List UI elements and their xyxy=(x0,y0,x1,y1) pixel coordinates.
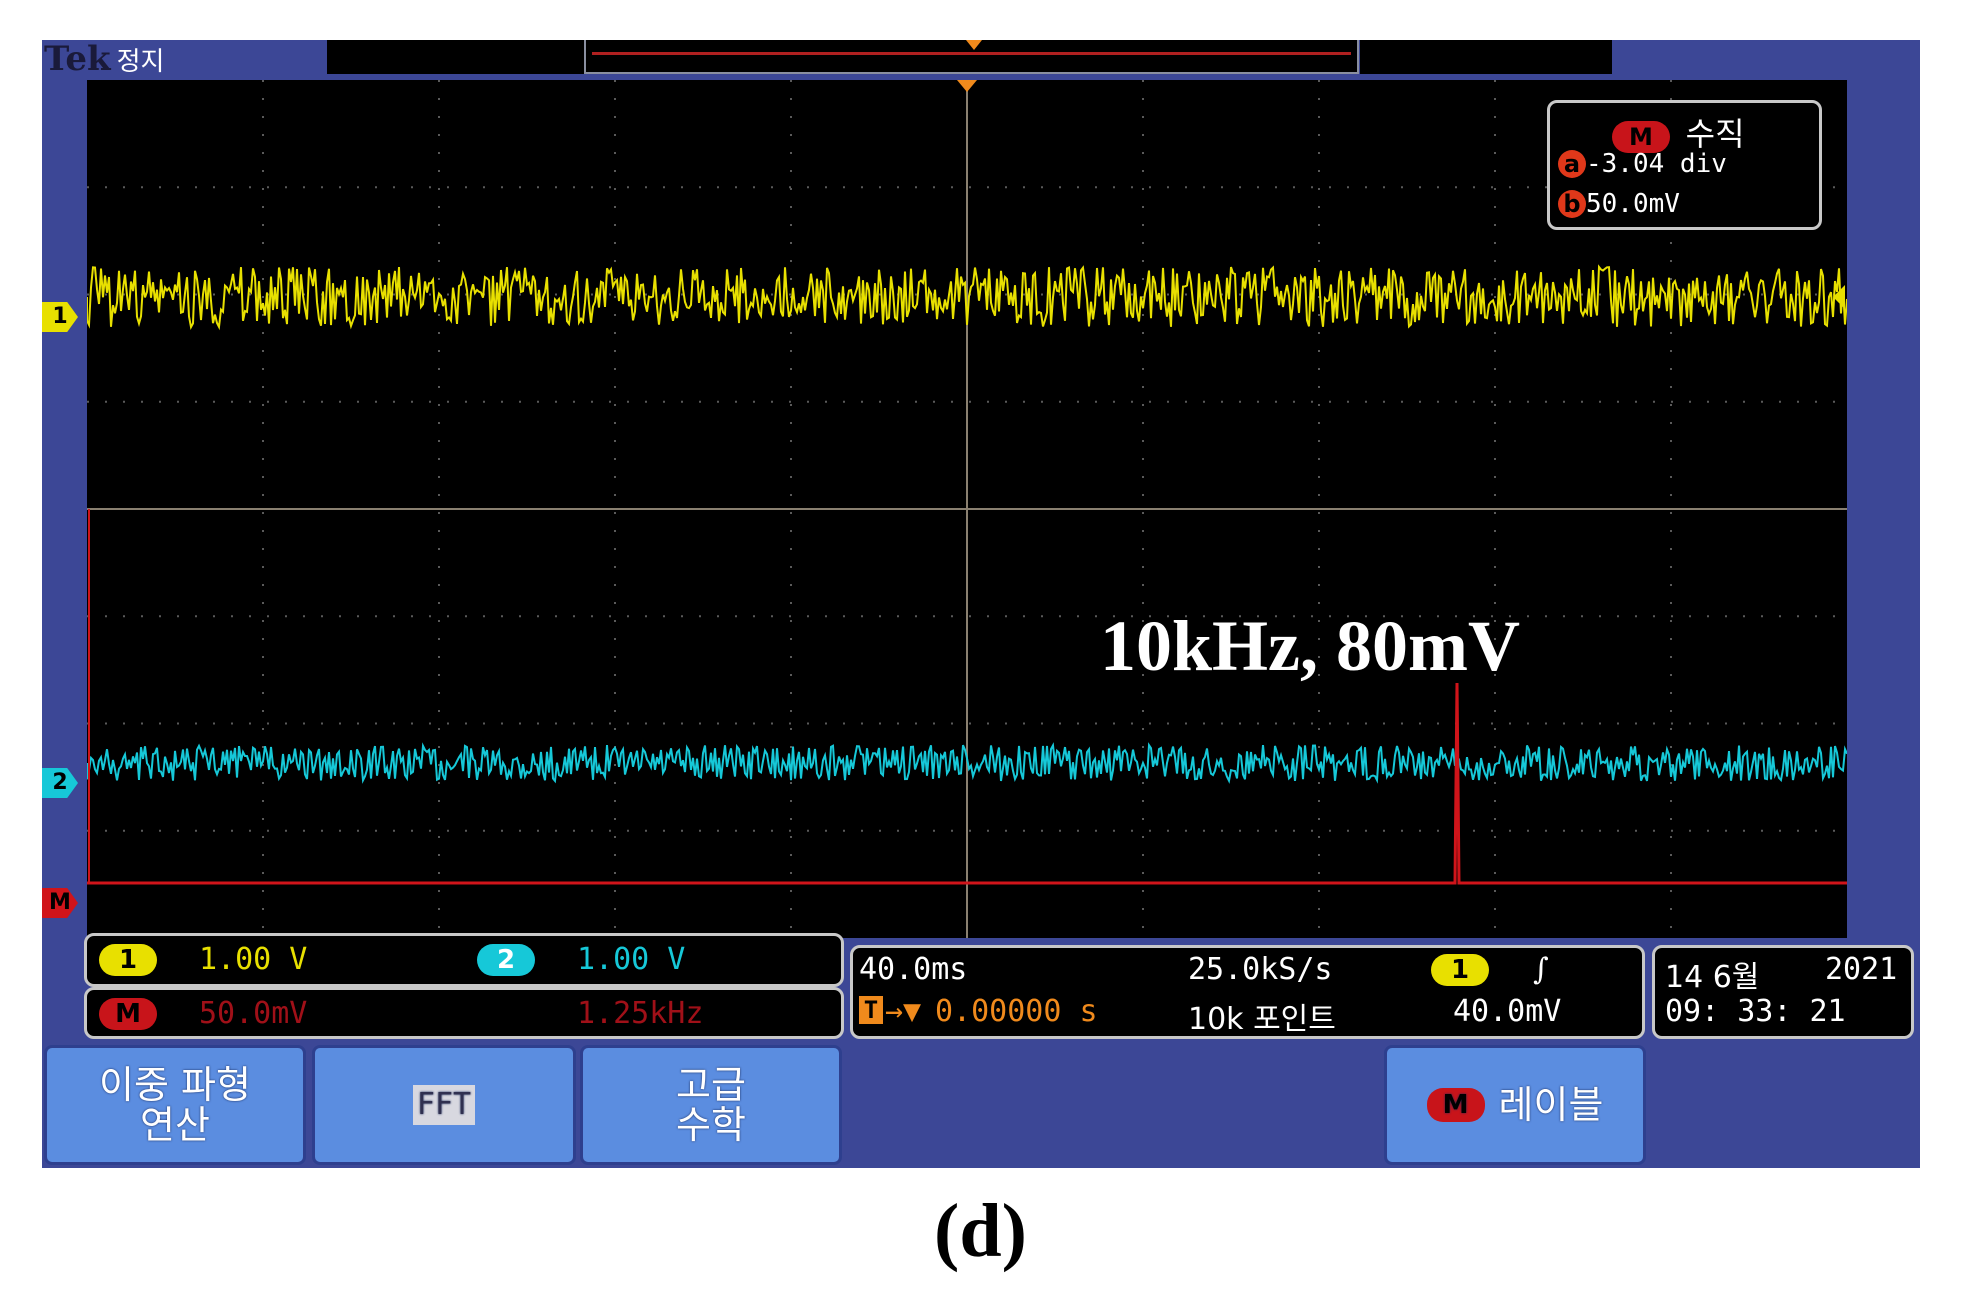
header-bar-left xyxy=(327,40,587,74)
trigger-position-marker xyxy=(957,80,977,92)
math-badge: M xyxy=(1612,121,1670,153)
trigger-arrow-icon: →▼ xyxy=(885,994,922,1029)
fft-label: FFT xyxy=(412,1085,476,1125)
date: 14 6월 xyxy=(1665,960,1760,995)
time: 09: 33: 21 xyxy=(1665,994,1846,1029)
ch1-scale: 1.00 V xyxy=(199,942,308,977)
record-length: 10k 포인트 xyxy=(1188,1002,1336,1037)
measurement-title: 수직 xyxy=(1685,115,1745,153)
ch2-waveform xyxy=(87,742,1847,784)
record-view xyxy=(584,40,1359,74)
measurement-box: M 수직 a -3.04 div b 50.0mV xyxy=(1547,100,1822,230)
dual-math-softkey[interactable]: 이중 파형 연산 xyxy=(44,1045,306,1165)
ch1-ground-marker[interactable]: 1 xyxy=(42,302,78,332)
time-per-div: 40.0ms xyxy=(859,952,968,987)
trigger-source-badge: 1 xyxy=(1431,954,1489,986)
ch2-scale: 1.00 V xyxy=(577,942,686,977)
date-time-panel: 14 6월 2021 09: 33: 21 xyxy=(1652,945,1914,1039)
ch2-badge: 2 xyxy=(477,944,535,976)
label-softkey[interactable]: M 레이블 xyxy=(1384,1045,1646,1165)
ch2-ground-marker[interactable]: 2 xyxy=(42,768,78,798)
advanced-math-softkey[interactable]: 고급 수학 xyxy=(580,1045,842,1165)
measurement-b-icon: b xyxy=(1558,190,1586,218)
graticule-svg xyxy=(87,80,1847,938)
trigger-level: 40.0mV xyxy=(1453,994,1562,1029)
timebase-panel[interactable]: 40.0ms 25.0kS/s 1 ∫ T →▼ 0.00000 s 10k 포… xyxy=(850,945,1645,1039)
acquisition-state: 정지 xyxy=(116,47,165,77)
sample-rate: 25.0kS/s xyxy=(1188,952,1333,987)
ch1-waveform xyxy=(87,264,1847,331)
ch1-offscreen-indicator xyxy=(1833,285,1845,309)
math-badge: M xyxy=(1426,1088,1485,1122)
trigger-position-icon: T xyxy=(859,996,883,1024)
ch1-badge: 1 xyxy=(99,944,157,976)
math-badge: M xyxy=(99,998,157,1030)
math-waveform xyxy=(87,682,1847,885)
horizontal-position: 0.00000 s xyxy=(935,994,1098,1029)
trigger-slope-icon: ∫ xyxy=(1533,952,1549,987)
math-ground-marker[interactable]: M xyxy=(42,888,78,918)
math-scale-panel[interactable]: M 50.0mV 1.25kHz xyxy=(84,987,844,1039)
figure-caption: (d) xyxy=(934,1189,1027,1273)
label-softkey-text: 레이블 xyxy=(1498,1083,1604,1127)
year: 2021 xyxy=(1825,952,1898,987)
math-scale: 50.0mV xyxy=(199,996,308,1031)
measurement-a-icon: a xyxy=(1558,150,1586,178)
signal-annotation: 10kHz, 80mV xyxy=(1100,606,1520,686)
measurement-a-value: -3.04 div xyxy=(1586,149,1727,179)
record-waveform-bar xyxy=(592,52,1351,55)
measurement-b-value: 50.0mV xyxy=(1586,189,1680,219)
brand-logo: Tek 정지 xyxy=(44,40,165,79)
header-bar-right xyxy=(1360,40,1612,74)
channel-scale-panel[interactable]: 1 1.00 V 2 1.00 V xyxy=(84,933,844,987)
oscilloscope-display: Tek 정지 1 2 M M 수직 a -3.04 div b 50.0mV 10kH… xyxy=(42,40,1920,1168)
math-frequency: 1.25kHz xyxy=(577,996,704,1031)
fft-softkey[interactable]: FFT xyxy=(312,1045,576,1165)
record-trigger-marker xyxy=(966,40,982,50)
